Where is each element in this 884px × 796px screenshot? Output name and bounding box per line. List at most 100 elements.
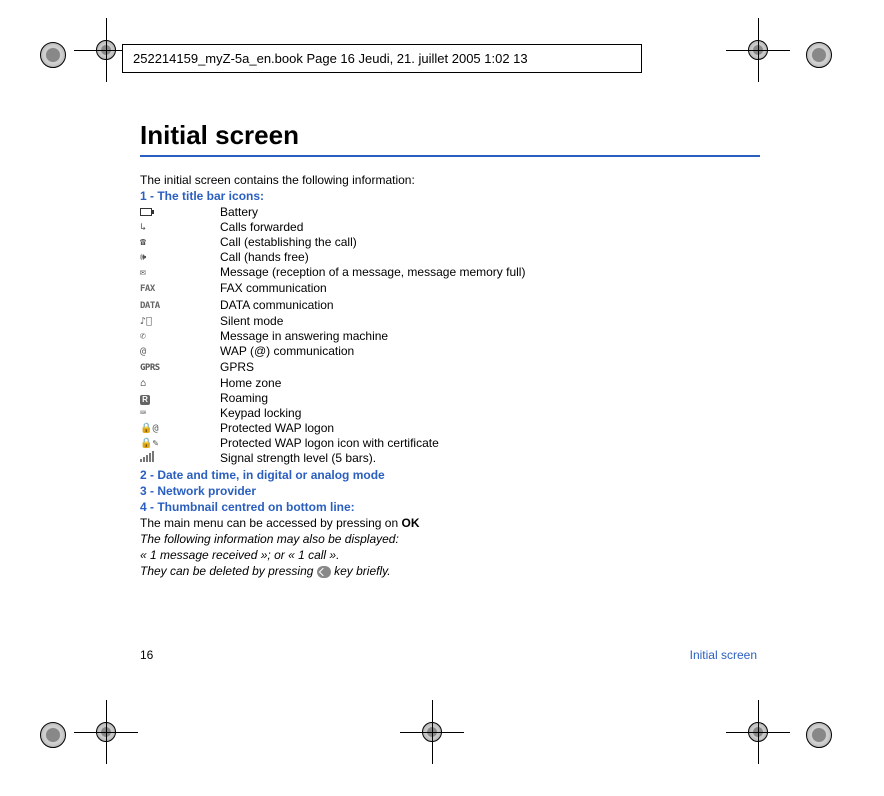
icon-legend-row: @ WAP (@) communication — [140, 344, 525, 359]
icon-legend-icon-cell: ♪⃠ — [140, 314, 220, 329]
icon-legend-row: ↳ Calls forwarded — [140, 220, 525, 235]
protected-wap-icon: 🔒@ — [140, 423, 158, 435]
call-icon: ☎ — [140, 237, 146, 249]
icon-legend-row: ⌨ Keypad locking — [140, 406, 525, 421]
main-menu-text-a: The main menu can be accessed by pressin… — [140, 516, 401, 530]
section-2-heading: 2 - Date and time, in digital or analog … — [140, 468, 760, 482]
example-messages-text: « 1 message received »; or « 1 call ». — [140, 548, 760, 562]
signal-strength-icon — [140, 451, 154, 462]
icon-legend-row: R Roaming — [140, 391, 525, 406]
icon-legend-row: ♪⃠ Silent mode — [140, 314, 525, 329]
icon-legend-label: DATA communication — [220, 297, 525, 314]
icon-legend-row: 🕪 Call (hands free) — [140, 250, 525, 265]
intro-text: The initial screen contains the followin… — [140, 173, 760, 187]
icon-legend-icon-cell: ⌂ — [140, 376, 220, 391]
icon-legend-icon-cell: ☎ — [140, 235, 220, 250]
footer-section-name: Initial screen — [690, 648, 757, 662]
crosshair-tr — [748, 40, 768, 60]
icon-legend-label: Battery — [220, 205, 525, 220]
icon-legend-label: Message in answering machine — [220, 329, 525, 344]
icon-legend-label: Silent mode — [220, 314, 525, 329]
wap-icon: @ — [140, 346, 146, 358]
icon-legend-row: ☎ Call (establishing the call) — [140, 235, 525, 250]
icon-legend-icon-cell — [140, 205, 220, 220]
icon-legend-icon-cell: 🕪 — [140, 250, 220, 265]
icon-legend-icon-cell: ↳ — [140, 220, 220, 235]
icon-legend-label: GPRS — [220, 359, 525, 376]
page-meta-box: 252214159_myZ-5a_en.book Page 16 Jeudi, … — [122, 44, 642, 73]
battery-icon — [140, 208, 152, 216]
gprs-icon: GPRS — [140, 363, 160, 373]
message-icon: ✉ — [140, 267, 146, 279]
icon-legend-label: Home zone — [220, 376, 525, 391]
icon-legend-row: 🔒@ Protected WAP logon — [140, 421, 525, 436]
page-title: Initial screen — [140, 120, 760, 151]
section-3-heading: 3 - Network provider — [140, 484, 760, 498]
section-4-heading: 4 - Thumbnail centred on bottom line: — [140, 500, 760, 514]
roaming-icon: R — [140, 395, 150, 405]
icon-legend-label: Signal strength level (5 bars). — [220, 451, 525, 466]
icon-legend-icon-cell: 🔒✎ — [140, 436, 220, 451]
delete-instruction-b: key briefly. — [331, 564, 391, 578]
icon-legend-icon-cell: GPRS — [140, 359, 220, 376]
crosshair-tl — [96, 40, 116, 60]
protected-wap-cert-icon: 🔒✎ — [140, 438, 158, 450]
crosshair-br — [748, 722, 768, 742]
icon-legend-label: Call (establishing the call) — [220, 235, 525, 250]
hands-free-icon: 🕪 — [140, 252, 146, 264]
icon-legend-label: Calls forwarded — [220, 220, 525, 235]
info-displayed-text: The following information may also be di… — [140, 532, 760, 546]
calls-forwarded-icon: ↳ — [140, 222, 146, 234]
registration-mark-tl — [40, 42, 66, 68]
crosshair-bl — [96, 722, 116, 742]
icon-legend-icon-cell: R — [140, 391, 220, 406]
icon-legend-row: FAX FAX communication — [140, 280, 525, 297]
c-key-icon — [317, 566, 331, 578]
delete-instruction-a: They can be deleted by pressing — [140, 564, 317, 578]
data-icon: DATA — [140, 301, 160, 311]
icon-legend-icon-cell: DATA — [140, 297, 220, 314]
title-underline — [140, 155, 760, 157]
icon-legend-label: Call (hands free) — [220, 250, 525, 265]
registration-mark-tr — [806, 42, 832, 68]
keypad-lock-icon: ⌨ — [140, 408, 146, 420]
icon-legend-label: WAP (@) communication — [220, 344, 525, 359]
crosshair-bm — [422, 722, 442, 742]
icon-legend-icon-cell: FAX — [140, 280, 220, 297]
icon-legend-row: ⌂ Home zone — [140, 376, 525, 391]
icon-legend-label: FAX communication — [220, 280, 525, 297]
registration-mark-br — [806, 722, 832, 748]
section-1-heading: 1 - The title bar icons: — [140, 189, 760, 203]
page-meta-text: 252214159_myZ-5a_en.book Page 16 Jeudi, … — [133, 51, 528, 66]
icon-legend-row: ✆ Message in answering machine — [140, 329, 525, 344]
icon-legend-row: ✉ Message (reception of a message, messag… — [140, 265, 525, 280]
icon-legend-label: Message (reception of a message, message… — [220, 265, 525, 280]
registration-mark-bl — [40, 722, 66, 748]
page-content: Initial screen The initial screen contai… — [140, 120, 760, 580]
icon-legend-table: Battery ↳ Calls forwarded ☎ Call (establishi… — [140, 205, 525, 466]
icon-legend-icon-cell: 🔒@ — [140, 421, 220, 436]
main-menu-text: The main menu can be accessed by pressin… — [140, 516, 760, 530]
icon-legend-icon-cell: ✆ — [140, 329, 220, 344]
icon-legend-label: Roaming — [220, 391, 525, 406]
icon-legend-icon-cell: ✉ — [140, 265, 220, 280]
icon-legend-row: Signal strength level (5 bars). — [140, 451, 525, 466]
icon-legend-label: Protected WAP logon — [220, 421, 525, 436]
home-zone-icon: ⌂ — [140, 378, 146, 390]
icon-legend-label: Keypad locking — [220, 406, 525, 421]
icon-legend-icon-cell: ⌨ — [140, 406, 220, 421]
ok-key-label: OK — [401, 516, 419, 530]
icon-legend-icon-cell: @ — [140, 344, 220, 359]
page-number: 16 — [140, 648, 153, 662]
silent-mode-icon: ♪⃠ — [140, 316, 152, 328]
icon-legend-row: GPRS GPRS — [140, 359, 525, 376]
icon-legend-row: DATA DATA communication — [140, 297, 525, 314]
icon-legend-label: Protected WAP logon icon with certificat… — [220, 436, 525, 451]
icon-legend-row: Battery — [140, 205, 525, 220]
icon-legend-icon-cell — [140, 451, 220, 466]
icon-legend-row: 🔒✎ Protected WAP logon icon with certific… — [140, 436, 525, 451]
delete-instruction-text: They can be deleted by pressing key brie… — [140, 564, 760, 578]
answering-machine-icon: ✆ — [140, 331, 146, 343]
page-footer: 16 Initial screen — [140, 648, 757, 662]
fax-icon: FAX — [140, 284, 155, 294]
